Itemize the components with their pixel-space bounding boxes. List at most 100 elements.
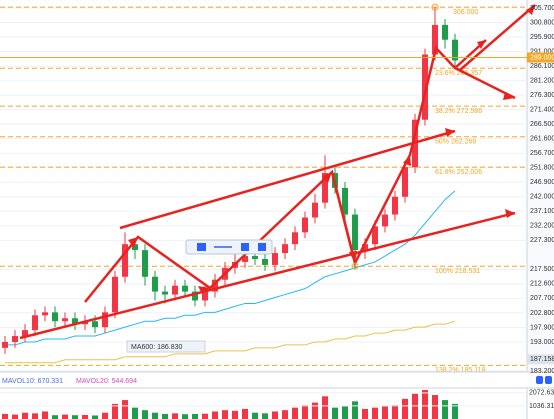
volume-bar: [432, 395, 438, 419]
candle-body: [62, 318, 68, 322]
candle-body: [42, 312, 48, 316]
candle-body: [262, 258, 268, 265]
y-tick-label: 251.800: [530, 165, 554, 172]
volume-bar: [262, 413, 268, 419]
volume-bar: [92, 415, 98, 419]
fib-label: 306.000: [453, 9, 478, 16]
candle-body: [342, 187, 348, 215]
candle-body: [182, 285, 188, 292]
ma600-box: [126, 340, 206, 353]
volume-bar: [362, 408, 368, 419]
fib-label: 38.2% 272.586: [435, 108, 482, 115]
candle-body: [252, 256, 258, 259]
candle-body: [372, 226, 378, 245]
lock-tool[interactable]: [241, 243, 249, 251]
plot: 306.000 23.6% 285.357 38.2% 272.586 50% 262…: [0, 6, 527, 374]
drawing-toolbar[interactable]: [185, 239, 273, 255]
volume-bar: [42, 411, 48, 419]
volume-bar: [292, 407, 298, 419]
y-tick-label: 232.200: [530, 223, 554, 230]
volume-bar: [62, 414, 68, 419]
candle-body: [192, 291, 198, 301]
candle-body: [12, 336, 18, 342]
volume-bar: [202, 413, 208, 419]
y-tick-label: 246.900: [530, 179, 554, 186]
fib-label: 61.8% 252.006: [435, 169, 482, 176]
volume-bar: [452, 403, 458, 419]
delete-tool[interactable]: [258, 243, 266, 251]
volume-bar: [182, 414, 188, 419]
y-tick-label: 266.500: [530, 121, 554, 128]
y-tick-label: 197.900: [530, 324, 554, 331]
volume-bar: [22, 412, 28, 419]
volume-bar: [212, 411, 218, 419]
candle-body: [152, 276, 158, 292]
pen-tool[interactable]: [197, 243, 206, 251]
candle-body: [112, 276, 118, 313]
volume-bar: [102, 412, 108, 419]
y-tick-label: 300.800: [530, 19, 554, 26]
volume-bar: [382, 406, 388, 419]
arrow-heads: [128, 5, 535, 294]
pane-settings[interactable]: [536, 376, 543, 384]
candle-body: [2, 341, 8, 348]
fib-label: 50% 262.266: [435, 139, 476, 146]
volume-pane: 2072.63 1036.31: [0, 390, 554, 419]
volume-bar: [172, 413, 178, 419]
volume-bar: [2, 413, 8, 419]
y-tick-label: 237.100: [530, 208, 554, 215]
volume-bar: [112, 403, 118, 419]
y-tick-label: 276.300: [530, 92, 554, 99]
volume-bar: [302, 405, 308, 419]
indicator-bar: [0, 372, 554, 388]
y-tick-label: 227.300: [530, 237, 554, 244]
y-tick-label: 183.200: [530, 368, 554, 375]
volume-bar: [282, 410, 288, 419]
volume-bar: [392, 405, 398, 419]
volume-bar: [402, 398, 408, 419]
y-tick-label: 217.500: [530, 266, 554, 273]
fib-label: 138.2% 185.118: [435, 367, 486, 374]
y-tick-label: 261.600: [530, 136, 554, 143]
price-label: 289.000: [530, 54, 554, 61]
ma600-label: MA600: 186.830: [131, 344, 182, 351]
volume-bar: [342, 406, 348, 419]
candle-body: [382, 214, 388, 227]
candle-body: [302, 217, 308, 233]
volume-bar: [122, 400, 128, 419]
volume-bar: [82, 414, 88, 419]
fib-label: 100% 218.531: [435, 268, 480, 275]
y-tick-label: 256.700: [530, 150, 554, 157]
volume-bar: [442, 400, 448, 419]
candle-body: [322, 173, 328, 203]
candle-body: [402, 167, 408, 197]
candle-body: [272, 253, 278, 265]
candle-body: [312, 202, 318, 218]
candle-body: [92, 321, 98, 328]
candle-body: [212, 279, 218, 292]
candle-body: [202, 291, 208, 301]
y-tick-label: 202.800: [530, 310, 554, 317]
candle-body: [452, 39, 458, 61]
candle-body: [132, 244, 138, 251]
candle-body: [142, 250, 148, 277]
candle-body: [242, 256, 248, 262]
volume-bar: [142, 410, 148, 419]
volume-bar: [372, 407, 378, 419]
y-tick-label: 271.400: [530, 106, 554, 113]
pane-close[interactable]: [545, 376, 552, 384]
volume-bar: [422, 390, 428, 419]
volume-bar: [192, 413, 198, 419]
candle-body: [102, 312, 108, 328]
marker-box: [527, 354, 554, 365]
y-tick-label: 286.100: [530, 63, 554, 70]
candle-body: [392, 196, 398, 215]
volume-bar: [52, 415, 58, 419]
candle-body: [122, 244, 128, 277]
candle-body: [362, 244, 368, 251]
volume-bar: [332, 407, 338, 419]
fib-label: 23.6% 285.357: [435, 70, 482, 77]
volume-bar: [152, 412, 158, 419]
